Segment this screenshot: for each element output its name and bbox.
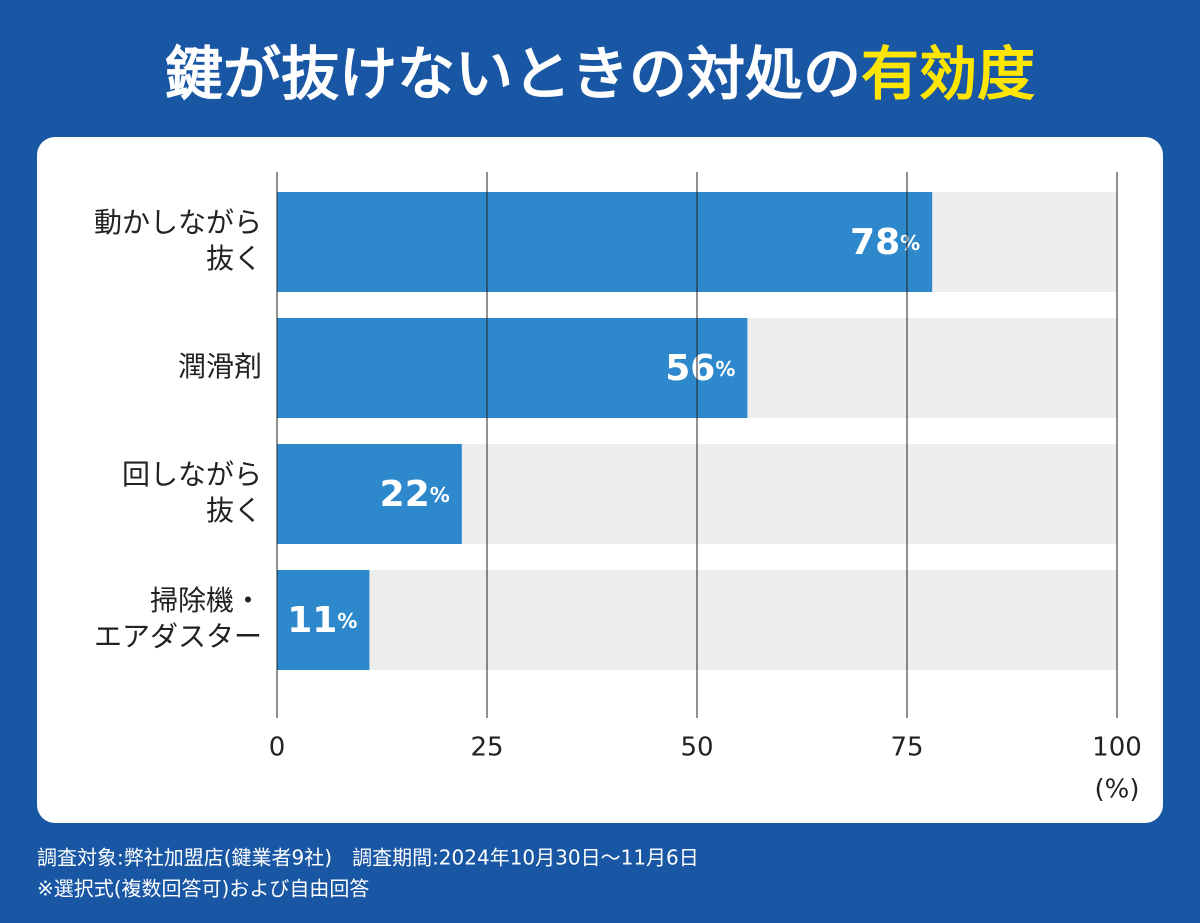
y-tick-label: 掃除機・ [150, 584, 262, 617]
title-main: 鍵が抜けないときの対処の [165, 40, 861, 108]
bar [277, 318, 748, 418]
value-label: 11% [287, 600, 357, 641]
y-tick-label: 抜く [206, 242, 262, 275]
chart-title: 鍵が抜けないときの対処の有効度 [165, 40, 1035, 108]
bar [277, 570, 370, 670]
bar [277, 192, 933, 292]
bar [277, 444, 462, 544]
value-label: 22% [380, 474, 450, 515]
note: 調査対象:弊社加盟店(鍵業者9社) 調査期間:2024年10月30日～11月6日 [37, 846, 699, 870]
x-tick-label: 75 [890, 733, 923, 763]
y-tick-label: エアダスター [94, 620, 262, 653]
x-tick-label: 100 [1092, 733, 1142, 763]
x-tick-label: 50 [680, 733, 713, 763]
value-label: 78% [850, 222, 920, 263]
y-tick-label: 潤滑剤 [178, 350, 262, 383]
y-tick-label: 動かしながら [94, 206, 262, 239]
y-tick-label: 回しながら [122, 458, 262, 491]
note: ※選択式(複数回答可)および自由回答 [37, 877, 369, 901]
title-highlight: 有効度 [861, 40, 1035, 108]
x-unit-label: (%) [1095, 775, 1140, 805]
y-tick-label: 抜く [206, 494, 262, 527]
x-tick-label: 25 [470, 733, 503, 763]
x-tick-label: 0 [269, 733, 286, 763]
value-label: 56% [665, 348, 735, 389]
